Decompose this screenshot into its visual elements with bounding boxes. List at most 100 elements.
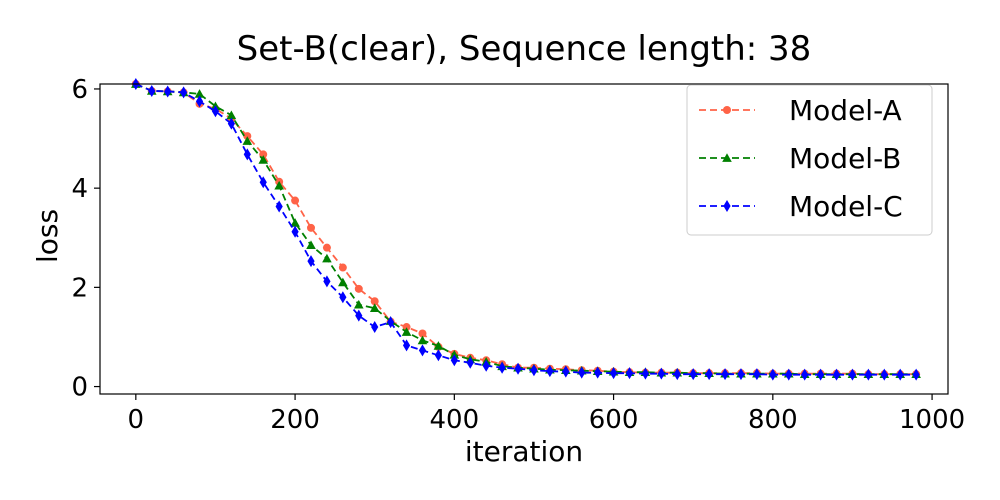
data-point bbox=[291, 196, 300, 205]
legend-label: Model-A bbox=[789, 94, 902, 127]
chart-title: Set-B(clear), Sequence length: 38 bbox=[237, 29, 812, 69]
data-point bbox=[258, 155, 269, 164]
data-point bbox=[832, 368, 841, 381]
x-axis-label: iteration bbox=[465, 435, 583, 468]
data-point bbox=[291, 225, 299, 238]
data-point bbox=[705, 368, 713, 381]
data-point bbox=[290, 218, 300, 227]
data-point bbox=[274, 180, 284, 190]
x-tick-label: 800 bbox=[748, 405, 798, 435]
series-model-c bbox=[132, 78, 920, 381]
x-tick-label: 1000 bbox=[899, 405, 965, 435]
data-point bbox=[530, 364, 538, 377]
data-point bbox=[371, 321, 379, 334]
y-tick-label: 0 bbox=[71, 373, 88, 403]
x-tick-label: 400 bbox=[430, 405, 480, 435]
data-point bbox=[562, 365, 570, 378]
data-point bbox=[180, 86, 188, 99]
legend-label: Model-C bbox=[789, 190, 903, 223]
legend-marker bbox=[722, 153, 732, 162]
data-point bbox=[594, 366, 602, 379]
data-point bbox=[721, 368, 729, 381]
data-point bbox=[211, 105, 220, 118]
legend-item: Model-C bbox=[699, 190, 903, 223]
data-point bbox=[609, 367, 618, 380]
data-point bbox=[402, 323, 411, 332]
legend-label: Model-B bbox=[789, 142, 901, 175]
data-point bbox=[498, 361, 506, 374]
data-point bbox=[339, 291, 347, 304]
data-point bbox=[307, 223, 316, 232]
data-point bbox=[195, 95, 204, 108]
data-point bbox=[418, 329, 427, 338]
data-point bbox=[354, 284, 363, 293]
data-point bbox=[242, 136, 253, 145]
data-point bbox=[753, 368, 761, 381]
legend-box bbox=[686, 84, 933, 236]
data-point bbox=[880, 368, 888, 381]
data-point bbox=[275, 200, 283, 213]
data-point bbox=[466, 356, 474, 369]
plot-frame bbox=[99, 83, 949, 395]
data-point bbox=[387, 316, 395, 329]
data-point bbox=[737, 368, 745, 381]
series-line bbox=[135, 83, 917, 376]
data-point bbox=[514, 362, 522, 375]
data-point bbox=[482, 359, 490, 372]
data-point bbox=[417, 335, 428, 345]
data-point bbox=[896, 368, 904, 381]
data-point bbox=[322, 253, 332, 263]
data-point bbox=[307, 255, 315, 268]
plot-series bbox=[131, 78, 921, 381]
x-tick-label: 200 bbox=[270, 405, 320, 435]
legend-item: Model-A bbox=[699, 94, 902, 127]
data-point bbox=[353, 299, 364, 309]
legend-marker bbox=[723, 200, 731, 212]
data-point bbox=[801, 368, 809, 381]
x-tick-label: 0 bbox=[128, 405, 145, 435]
data-point bbox=[227, 117, 235, 130]
legend-item: Model-B bbox=[699, 142, 901, 175]
data-point bbox=[817, 368, 825, 381]
data-point bbox=[864, 368, 872, 381]
data-point bbox=[434, 349, 443, 362]
data-point bbox=[402, 339, 411, 352]
data-point bbox=[226, 110, 237, 120]
data-point bbox=[769, 368, 777, 381]
x-axis-ticks: 0 200 400 600 800 1000 bbox=[128, 394, 965, 435]
data-point bbox=[625, 367, 634, 380]
data-point bbox=[243, 132, 252, 141]
data-point bbox=[689, 368, 697, 381]
data-point bbox=[450, 354, 458, 367]
data-point bbox=[306, 240, 316, 250]
data-point bbox=[370, 297, 379, 306]
data-point bbox=[259, 176, 267, 189]
y-tick-label: 2 bbox=[71, 273, 88, 303]
data-point bbox=[164, 85, 172, 98]
data-point bbox=[578, 366, 586, 379]
data-point bbox=[546, 365, 554, 378]
data-point bbox=[322, 243, 331, 252]
data-point bbox=[673, 368, 681, 381]
data-point bbox=[641, 367, 650, 380]
data-point bbox=[912, 368, 920, 381]
data-point bbox=[243, 148, 251, 161]
legend-marker bbox=[723, 106, 731, 114]
y-axis-ticks: 0 2 4 6 bbox=[71, 75, 100, 403]
x-tick-label: 600 bbox=[589, 405, 639, 435]
data-point bbox=[148, 84, 156, 97]
data-point bbox=[848, 368, 857, 381]
legend: Model-A Model-B Model-C bbox=[686, 84, 933, 236]
data-point bbox=[785, 368, 793, 381]
data-point bbox=[657, 367, 665, 380]
data-point bbox=[433, 341, 444, 350]
y-tick-label: 4 bbox=[71, 174, 88, 204]
data-point bbox=[338, 263, 347, 272]
data-point bbox=[369, 303, 380, 313]
y-axis-label: loss bbox=[31, 209, 64, 263]
data-point bbox=[355, 309, 363, 322]
data-point bbox=[418, 344, 427, 357]
data-point bbox=[194, 89, 205, 98]
data-point bbox=[323, 275, 331, 288]
